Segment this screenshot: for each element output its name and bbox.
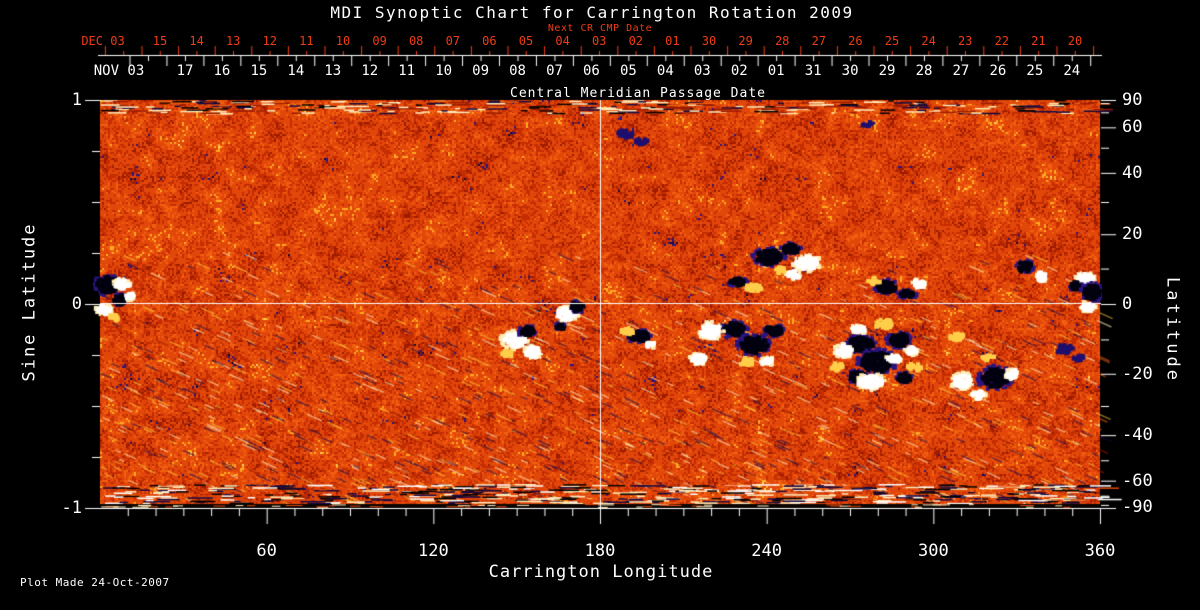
- next-cr-day-label: 06: [482, 34, 497, 48]
- lat-tick-label: 20: [1122, 224, 1143, 245]
- next-cr-axis-title: Next CR CMP Date: [547, 23, 653, 34]
- cmp-day-label: 04: [656, 63, 674, 79]
- lat-tick-label: -60: [1122, 470, 1153, 491]
- cmp-day-label: 09: [472, 63, 490, 79]
- cmp-day-label: 13: [324, 63, 342, 79]
- cmp-month-label: NOV 03: [93, 63, 145, 79]
- lat-tick-label: -20: [1122, 363, 1153, 384]
- cmp-day-label: 28: [915, 63, 933, 79]
- next-cr-day-label: 27: [811, 34, 827, 48]
- lat-tick-label: 60: [1122, 117, 1143, 138]
- cmp-day-label: 08: [509, 63, 526, 79]
- next-cr-day-label: 05: [518, 34, 534, 48]
- cmp-day-label: 26: [989, 63, 1007, 79]
- next-cr-day-label: 07: [445, 34, 461, 48]
- next-cr-day-label: 04: [555, 34, 570, 48]
- next-cr-day-label: 23: [957, 34, 973, 48]
- lat-tick-label: 90: [1122, 90, 1143, 110]
- cmp-day-label: 24: [1063, 63, 1081, 79]
- next-cr-day-label: 01: [665, 34, 680, 48]
- next-cr-day-label: 25: [884, 34, 900, 48]
- cmp-day-label: 11: [398, 63, 416, 79]
- sine-tick-label: -1: [61, 498, 82, 518]
- sine-tick-label: 0: [71, 294, 82, 314]
- cmp-day-label: 02: [730, 63, 748, 79]
- next-cr-day-label: 29: [738, 34, 753, 48]
- next-cr-day-label: 14: [189, 34, 204, 48]
- cmp-day-label: 01: [767, 63, 785, 79]
- x-tick-label: 240: [751, 541, 783, 561]
- x-tick-label: 180: [584, 541, 616, 561]
- next-cr-day-label: 22: [994, 34, 1010, 48]
- cmp-day-label: 30: [841, 63, 859, 79]
- next-cr-day-label: 03: [591, 34, 607, 48]
- y-axis-label-left: Sine Latitude: [19, 222, 40, 382]
- x-axis-label: Carrington Longitude: [488, 562, 714, 582]
- lat-tick-label: 0: [1122, 294, 1133, 314]
- lat-tick-label: -40: [1122, 425, 1153, 446]
- next-cr-day-label: 11: [299, 34, 314, 48]
- next-cr-day-label: 08: [408, 34, 424, 48]
- cmp-day-label: 25: [1026, 63, 1044, 79]
- x-tick-label: 120: [417, 541, 449, 561]
- cmp-day-label: 16: [213, 63, 231, 79]
- cmp-day-label: 27: [952, 63, 970, 79]
- next-cr-month-label: DEC 03: [81, 34, 125, 48]
- lat-tick-label: -90: [1122, 497, 1153, 517]
- cmp-day-label: 31: [804, 63, 822, 79]
- cmp-day-label: 15: [250, 63, 268, 79]
- chart-title: MDI Synoptic Chart for Carrington Rotati…: [330, 3, 854, 22]
- next-cr-day-label: 24: [921, 34, 936, 48]
- cmp-day-label: 17: [176, 63, 194, 79]
- cmp-day-label: 06: [583, 63, 600, 79]
- cmp-day-label: 10: [435, 63, 453, 79]
- cmp-axis-title: Central Meridian Passage Date: [510, 86, 766, 101]
- next-cr-day-label: 13: [225, 34, 241, 48]
- cmp-day-label: 29: [878, 63, 896, 79]
- next-cr-day-label: 10: [335, 34, 351, 48]
- cmp-day-label: 14: [287, 63, 305, 79]
- x-tick-label: 300: [917, 541, 949, 561]
- cmp-day-label: 07: [546, 63, 563, 79]
- next-cr-day-label: 15: [152, 34, 168, 48]
- next-cr-day-label: 26: [848, 34, 863, 48]
- cmp-day-label: 03: [693, 63, 711, 79]
- next-cr-day-label: 20: [1067, 34, 1083, 48]
- next-cr-day-label: 09: [372, 34, 387, 48]
- next-cr-day-label: 12: [262, 34, 278, 48]
- cmp-day-label: 05: [619, 63, 637, 79]
- y-axis-label-right: Latitude: [1162, 277, 1183, 383]
- cmp-day-label: 12: [361, 63, 379, 79]
- x-tick-label: 360: [1084, 541, 1116, 561]
- lat-tick-label: 40: [1122, 162, 1143, 183]
- next-cr-day-label: 30: [701, 34, 717, 48]
- next-cr-day-label: 28: [774, 34, 790, 48]
- sine-tick-label: 1: [71, 90, 82, 110]
- plot-made-caption: Plot Made 24-Oct-2007: [20, 576, 170, 589]
- next-cr-day-label: 21: [1031, 34, 1046, 48]
- next-cr-day-label: 02: [628, 34, 644, 48]
- x-tick-label: 60: [256, 541, 277, 561]
